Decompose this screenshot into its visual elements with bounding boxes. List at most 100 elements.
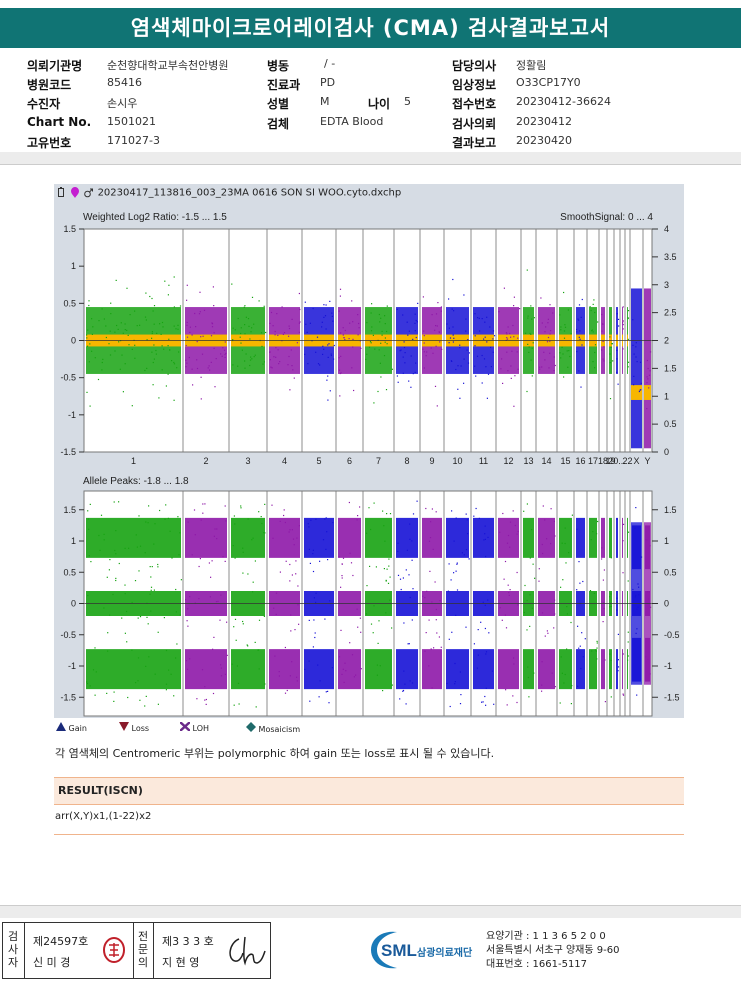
log2-point (592, 361, 594, 363)
allele-point (284, 692, 287, 694)
log2-point (273, 356, 275, 358)
allele-point (242, 620, 244, 623)
allele-point (131, 649, 133, 651)
log2-point (126, 329, 128, 331)
log2-point (338, 310, 340, 312)
allele-point (592, 531, 594, 533)
log2-point (323, 316, 325, 318)
allele-point (389, 599, 391, 601)
log2-point (153, 323, 155, 325)
allele-point (646, 539, 648, 541)
log2-point (440, 306, 442, 308)
value-ward: / - (324, 57, 336, 70)
chromosome-label: 19 (605, 456, 615, 466)
log2-point (509, 332, 511, 335)
log2-point (594, 351, 596, 354)
allele-point (541, 612, 544, 614)
allele-point (422, 595, 424, 597)
log2-point (155, 353, 157, 355)
log2-point (490, 346, 492, 348)
log2-point (173, 306, 175, 308)
allele-point (601, 558, 603, 560)
allele-point (601, 547, 603, 549)
diamond-icon (246, 722, 256, 732)
chromosome-label: 12 (503, 456, 513, 466)
allele-point (577, 685, 579, 687)
log2-point (185, 366, 187, 368)
log2-point (330, 354, 332, 357)
allele-point (388, 558, 390, 560)
bottom-panel-label: Allele Peaks: -1.8 ... 1.8 (83, 476, 189, 487)
allele-point (584, 638, 586, 640)
allele-band-chr7 (365, 649, 392, 690)
log2-point (352, 338, 354, 340)
log2-point (638, 390, 640, 393)
allele-point (338, 656, 341, 658)
log2-point (516, 351, 518, 353)
log2-point (603, 360, 605, 362)
log2-point (88, 361, 90, 363)
log2-point (323, 348, 325, 350)
log2-point (322, 353, 324, 355)
institution-phone: 대표번호 : 1661-5117 (486, 959, 588, 970)
log2-point (437, 302, 439, 304)
log2-point (249, 359, 252, 361)
allele-band-chr8 (396, 517, 418, 558)
log2-point (109, 354, 112, 356)
allele-point (484, 525, 486, 527)
allele-point (137, 617, 139, 619)
log2-point (222, 347, 224, 349)
allele-point (258, 668, 260, 670)
label-specimen: 검체 (267, 117, 290, 131)
log2-point (134, 344, 136, 346)
log2-point (463, 382, 465, 384)
log2-point (211, 322, 213, 324)
log2-point (379, 362, 381, 364)
allele-point (594, 649, 596, 651)
allele-point (485, 687, 487, 689)
allele-point (103, 533, 105, 535)
log2-point (173, 363, 176, 365)
allele-point (616, 597, 618, 599)
result-title: RESULT(ISCN) (58, 784, 143, 797)
log2-point (425, 355, 427, 357)
allele-band-chr12 (498, 517, 519, 558)
allele-point (351, 654, 354, 656)
allele-point (341, 577, 343, 579)
allele-point (127, 696, 129, 699)
allele-point (432, 548, 434, 550)
allele-point (635, 632, 637, 634)
log2-point (191, 334, 193, 336)
allele-point (185, 660, 188, 662)
allele-point (627, 631, 629, 633)
log2-point (339, 295, 341, 297)
allele-point (167, 517, 169, 519)
allele-point (635, 507, 637, 509)
allele-point (205, 698, 207, 701)
allele-point (112, 593, 114, 596)
allele-point (293, 544, 295, 546)
allele-point (546, 630, 548, 632)
log2-point (553, 370, 555, 372)
allele-point (135, 534, 137, 536)
log2-point (144, 369, 146, 372)
allele-point (544, 635, 546, 637)
log2-point (324, 315, 327, 317)
log2-point (164, 280, 166, 282)
value-doctor: 정활림 (516, 59, 547, 72)
log2-point (316, 336, 319, 338)
examiner-name: 신 미 경 (33, 956, 71, 969)
log2-point (129, 314, 131, 316)
allele-point (542, 505, 544, 507)
allele-point (360, 631, 362, 633)
log2-point (331, 312, 333, 314)
allele-point (409, 523, 411, 525)
allele-band-chr1 (86, 649, 181, 690)
log2-point (441, 348, 443, 350)
log2-point (403, 346, 406, 349)
allele-point (254, 641, 256, 643)
allele-point (87, 510, 89, 512)
report-title: 염색체마이크로어레이검사 (CMA) 검사결과보고서 (0, 8, 741, 48)
value-age: 5 (404, 95, 411, 108)
log2-point (369, 341, 372, 343)
